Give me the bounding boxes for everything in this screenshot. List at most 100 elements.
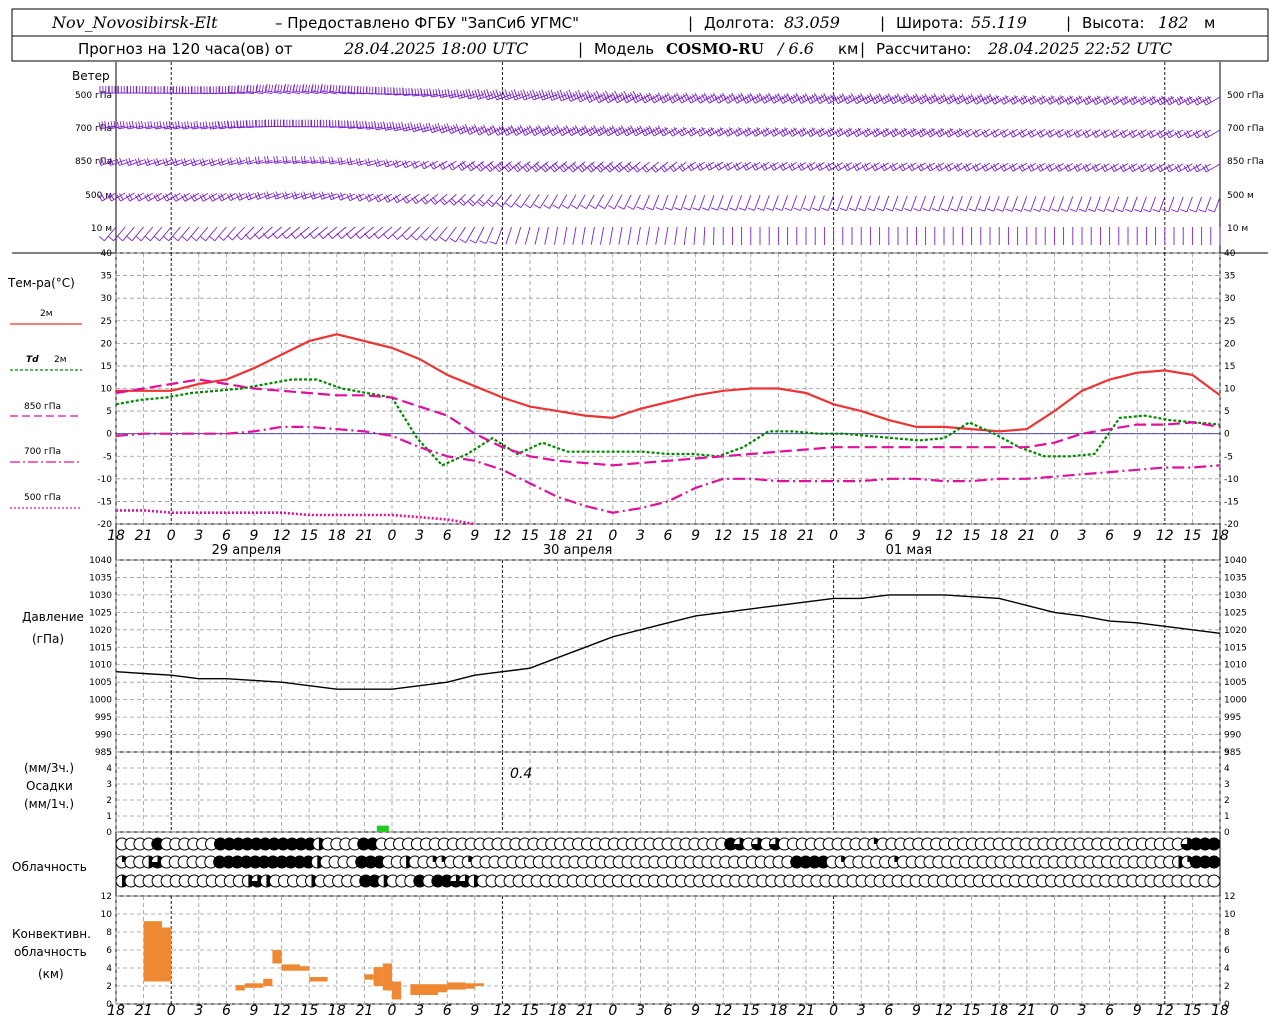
wind-barb-feather bbox=[162, 122, 166, 130]
wind-barb-feather bbox=[1158, 97, 1163, 104]
wind-barb bbox=[510, 194, 522, 208]
wind-barb-feather bbox=[432, 89, 435, 97]
wind-barb-feather bbox=[414, 88, 417, 96]
wind-barb-feather bbox=[1204, 164, 1209, 171]
y-tick-label: 0 bbox=[1224, 828, 1230, 838]
wind-barb-feather bbox=[896, 93, 902, 100]
wind-barb-feather bbox=[560, 127, 565, 135]
convective-bar bbox=[364, 974, 374, 980]
wind-barb bbox=[836, 195, 844, 211]
wind-barb-feather bbox=[710, 94, 715, 101]
wind-barb-feather bbox=[756, 207, 764, 211]
wind-barb-feather bbox=[473, 124, 478, 131]
wind-barb-feather bbox=[889, 97, 894, 105]
wind-barb-feather bbox=[659, 166, 665, 173]
wind-barb-feather bbox=[184, 121, 187, 129]
wind-barb-feather bbox=[845, 95, 851, 103]
wind-barb-feather bbox=[1101, 165, 1106, 172]
wind-barb-feather bbox=[815, 130, 821, 137]
wind-barb bbox=[432, 126, 448, 134]
wind-barb-feather bbox=[1103, 96, 1108, 104]
wind-barb-feather bbox=[678, 165, 683, 172]
wind-barb bbox=[1103, 196, 1111, 212]
wind-barb-feather bbox=[607, 164, 613, 171]
wind-barb bbox=[220, 160, 236, 166]
wind-barb-feather bbox=[1137, 131, 1143, 139]
wind-barb-feather bbox=[376, 194, 381, 201]
wind-barb-feather bbox=[947, 163, 952, 170]
wind-barb bbox=[232, 226, 246, 241]
wind-barb-feather bbox=[382, 233, 389, 240]
wind-barb-feather bbox=[983, 129, 989, 137]
y-tick-label: -10 bbox=[1224, 475, 1239, 485]
wind-barb-feather bbox=[830, 127, 835, 135]
wind-barb-feather bbox=[944, 164, 949, 172]
wind-barb-feather bbox=[526, 126, 531, 133]
wind-barb-feather bbox=[830, 94, 835, 102]
wind-barb bbox=[846, 195, 853, 211]
wind-barb-feather bbox=[1014, 95, 1019, 102]
y-tick-label: 4 bbox=[1224, 964, 1230, 974]
wind-barb-feather bbox=[614, 90, 619, 98]
wind-barb-feather bbox=[947, 129, 952, 136]
wind-barb-feather bbox=[812, 207, 820, 212]
wind-barb-feather bbox=[192, 193, 197, 201]
wind-barb-feather bbox=[907, 164, 913, 172]
wind-barb-feather bbox=[125, 158, 130, 166]
y-tick-label: -5 bbox=[103, 452, 112, 462]
wind-barb-feather bbox=[1147, 98, 1152, 106]
wind-barb-feather bbox=[986, 95, 991, 102]
wind-barb-feather bbox=[815, 164, 821, 171]
cloud-cover-symbol bbox=[1207, 874, 1221, 888]
wind-barb-feather bbox=[646, 126, 651, 134]
wind-barb-feather bbox=[267, 155, 270, 163]
cloud-cover-fill bbox=[751, 838, 764, 851]
cloud-cover-symbol bbox=[1207, 855, 1221, 869]
wind-barb-feather bbox=[968, 208, 976, 212]
y-tick-label: 3 bbox=[1224, 780, 1230, 790]
wind-barb-feather bbox=[147, 121, 150, 129]
wind-barb-feather bbox=[526, 91, 531, 99]
y-tick-label: 1000 bbox=[1224, 696, 1247, 706]
day-label: 01 мая bbox=[886, 543, 932, 558]
convective-bar bbox=[392, 981, 402, 1000]
wind-barb-feather bbox=[227, 158, 230, 166]
wind-barb-feather bbox=[523, 127, 529, 135]
wind-barb bbox=[249, 226, 264, 240]
wind-barb-feather bbox=[1032, 208, 1040, 212]
wind-barb-feather bbox=[517, 91, 521, 99]
x-tick-label: 21 bbox=[135, 1003, 153, 1019]
wind-barb-feather bbox=[268, 84, 271, 92]
wind-barb-feather bbox=[104, 120, 107, 128]
wind-barb-feather bbox=[318, 192, 323, 200]
wind-barb-feather bbox=[156, 157, 160, 165]
wind-barb-feather bbox=[751, 97, 756, 104]
x-tick-label: 3 bbox=[857, 528, 866, 544]
wind-barb-feather bbox=[570, 204, 578, 209]
wind-barb-feather bbox=[558, 94, 562, 102]
wind-barb-feather bbox=[747, 94, 752, 101]
wind-barb-feather bbox=[308, 232, 315, 239]
wind-barb bbox=[113, 226, 126, 242]
y-tick-label: 0 bbox=[1224, 1000, 1230, 1010]
wind-barb bbox=[636, 226, 641, 245]
x-tick-label: 6 bbox=[443, 1003, 452, 1019]
wind-barb-feather bbox=[898, 130, 903, 138]
wind-barbs bbox=[98, 83, 1221, 246]
x-tick-label: 0 bbox=[608, 528, 617, 544]
legend-t2m-label: 2м bbox=[40, 309, 53, 319]
wind-barb-feather bbox=[763, 128, 768, 136]
wind-barb-feather bbox=[1094, 129, 1099, 137]
wind-barb-feather bbox=[119, 121, 122, 129]
wind-barb-feather bbox=[1045, 98, 1051, 105]
wind-barb-feather bbox=[98, 194, 103, 202]
wind-barb-feather bbox=[758, 92, 764, 100]
wind-barb-feather bbox=[620, 92, 626, 99]
x-tick-label: 21 bbox=[576, 528, 594, 544]
y-tick-label: 1030 bbox=[1224, 591, 1247, 601]
wind-barb-feather bbox=[648, 125, 653, 132]
wind-barb-feather bbox=[811, 127, 816, 134]
wind-barb bbox=[744, 195, 752, 211]
wind-barb-feather bbox=[671, 128, 676, 135]
wind-barb-feather bbox=[744, 128, 749, 136]
